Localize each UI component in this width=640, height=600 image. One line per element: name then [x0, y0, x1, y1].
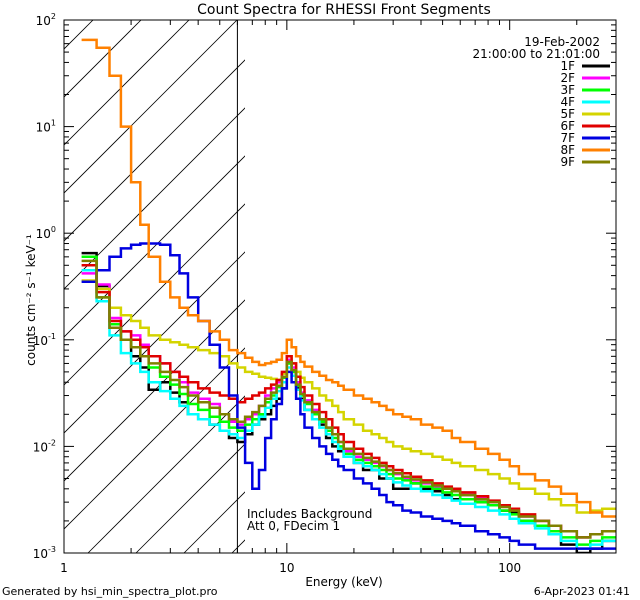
series-group — [81, 38, 616, 553]
series-7F-line — [81, 242, 616, 550]
date-label: 19-Feb-2002 — [524, 35, 600, 49]
x-tick-label: 10 — [279, 561, 294, 575]
axis-ticks — [63, 19, 617, 554]
y-axis-label: counts cm⁻² s⁻¹ keV⁻¹ — [24, 234, 38, 366]
hatch-line — [64, 299, 245, 482]
hatched-region — [0, 0, 640, 553]
series-5F-line — [81, 279, 616, 514]
hatch-line — [0, 0, 24, 553]
series-2F-line — [81, 272, 616, 539]
hatch-line — [135, 443, 245, 553]
hatch-line — [64, 59, 245, 242]
series-3F-line — [81, 255, 616, 546]
legend-label-5F: 5F — [560, 107, 575, 121]
y-tick-label: 101 — [36, 119, 56, 135]
y-tick-label: 10-2 — [33, 438, 56, 454]
series-6F-line — [81, 264, 616, 539]
hatch-line — [64, 20, 142, 98]
legend-label-4F: 4F — [560, 95, 575, 109]
hatch-line — [64, 20, 94, 50]
hatch-line — [87, 395, 245, 553]
series-9F-line — [81, 259, 616, 539]
time-range-label: 21:00:00 to 21:01:00 — [473, 47, 600, 61]
hatch-line — [64, 347, 245, 530]
x-tick-label: 100 — [498, 561, 521, 575]
legend-label-9F: 9F — [560, 155, 575, 169]
axis-tick-labels: 1 10 100 10-3 10-2 10-1 100 101 102 — [33, 12, 521, 575]
series-4F-line — [81, 268, 616, 550]
x-tick-label: 1 — [60, 561, 68, 575]
hatch-line — [280, 0, 640, 553]
footer-timestamp: 6-Apr-2023 01:41 — [534, 585, 630, 598]
hatch-line — [64, 107, 245, 290]
hatch-line — [64, 203, 245, 386]
hatch-line — [64, 251, 245, 434]
footer-generated-by: Generated by hsi_min_spectra_plot.pro — [2, 585, 218, 598]
legend-label-1F: 1F — [560, 59, 575, 73]
y-tick-label: 10-3 — [33, 545, 56, 561]
legend-label-2F: 2F — [560, 71, 575, 85]
legend-label-7F: 7F — [560, 131, 575, 145]
hatch-line — [64, 20, 190, 146]
y-tick-label: 10-1 — [33, 332, 56, 348]
legend-label-6F: 6F — [560, 119, 575, 133]
hatch-line — [231, 539, 245, 553]
y-tick-label: 102 — [36, 12, 56, 28]
hatch-line — [376, 0, 640, 553]
hatch-line — [64, 155, 245, 338]
x-axis-label: Energy (keV) — [305, 575, 382, 589]
note-background: Includes Background — [247, 507, 372, 521]
series-8F-line — [81, 38, 616, 518]
plot-frame — [63, 19, 617, 554]
y-tick-label: 100 — [36, 225, 56, 241]
legend-label-8F: 8F — [560, 143, 575, 157]
note-attenuator: Att 0, FDecim 1 — [247, 519, 340, 533]
chart-title: Count Spectra for RHESSI Front Segments — [197, 2, 491, 18]
hatch-line — [64, 20, 238, 194]
hatch-line — [424, 0, 640, 553]
legend-label-3F: 3F — [560, 83, 575, 97]
